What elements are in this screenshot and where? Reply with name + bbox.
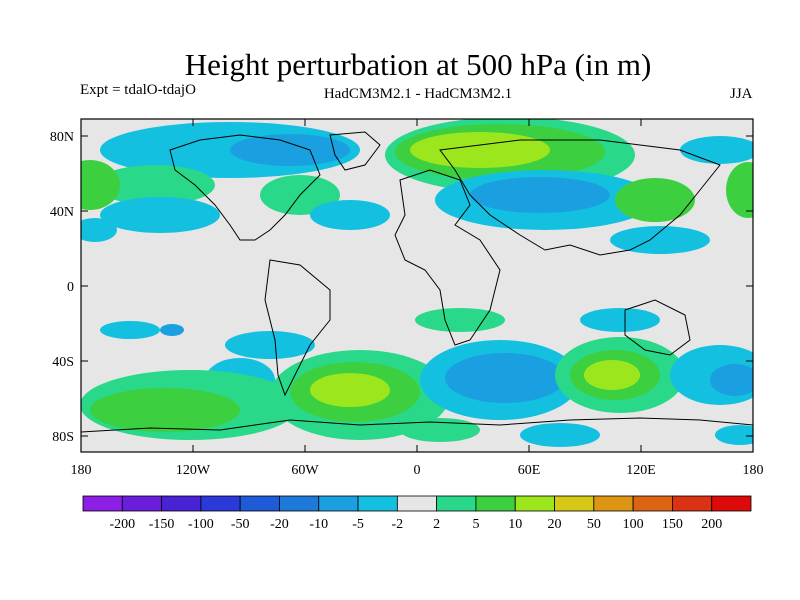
coast-asia	[439, 139, 721, 256]
models-label: HadCM3M2.1 - HadCM3M2.1	[323, 86, 513, 102]
colorbar-label: -20	[270, 517, 289, 532]
field-pos-sind-core	[584, 360, 640, 390]
experiment-label: Expt = tdalO-tdajO	[80, 82, 196, 98]
coast-south-america	[264, 259, 331, 397]
figure-title: Height perturbation at 500 hPa (in m)	[184, 47, 652, 82]
field-neg-se-pacific-2	[160, 324, 184, 336]
colorbar-label: -200	[109, 517, 135, 532]
colorbar-label: -10	[309, 517, 328, 532]
colorbar-swatch	[514, 495, 555, 512]
colorbar-swatch	[239, 495, 280, 512]
colorbar-label: 10	[508, 517, 522, 532]
lat-tick-label: 80S	[52, 430, 74, 445]
field-neg-se-pacific	[100, 321, 160, 339]
colorbar-label: -5	[352, 517, 364, 532]
colorbar-swatch	[357, 495, 398, 512]
field-pos-south-edge-3	[400, 418, 480, 442]
field-neg-wpacific	[610, 226, 710, 254]
colorbar-swatch	[632, 495, 673, 512]
colorbar-swatch	[593, 495, 634, 512]
field-pos-satl-core	[310, 373, 390, 407]
lat-tick-label: 80N	[50, 130, 74, 145]
colorbar-swatch	[318, 495, 359, 512]
lat-tick-label: 40N	[50, 205, 74, 220]
lon-tick-label: 180	[71, 463, 92, 478]
colorbar-swatch	[436, 495, 477, 512]
field-neg-atl-2	[310, 200, 390, 230]
colorbar-swatch	[672, 495, 713, 512]
coast-greenland	[329, 131, 381, 171]
lat-tick-label: 40S	[52, 355, 74, 370]
field-pos-spac-mid	[90, 388, 240, 432]
lon-tick-label: 180	[743, 463, 764, 478]
coast-north-america	[169, 134, 321, 241]
colorbar-swatch	[161, 495, 202, 512]
lon-tick-label: 0	[414, 463, 421, 478]
colorbar-label: 50	[587, 517, 601, 532]
field-pos-eurasia-core	[410, 132, 550, 168]
colorbar-label: 2	[433, 517, 440, 532]
colorbar-swatch	[279, 495, 320, 512]
colorbar-label: 150	[662, 517, 683, 532]
field-pos-japan	[615, 178, 695, 222]
lat-tick-label: 0	[67, 280, 74, 295]
lon-tick-label: 120W	[176, 463, 211, 478]
field-pos-west-edge	[81, 160, 120, 210]
colorbar-label: -2	[392, 517, 404, 532]
colorbar-label: -100	[188, 517, 214, 532]
lon-tick-label: 120E	[626, 463, 656, 478]
lon-tick-label: 60E	[518, 463, 541, 478]
colorbar-swatch	[121, 495, 162, 512]
colorbar-label: 5	[472, 517, 479, 532]
colorbar-label: 20	[548, 517, 562, 532]
lon-tick-label: 60W	[291, 463, 319, 478]
field-neg-npac-east	[680, 136, 753, 164]
field-neg-ind-mid	[445, 353, 565, 403]
field-neg-west-edge	[81, 218, 117, 242]
field-neg-nam-core	[230, 134, 350, 166]
lon-ticks: 180 120W 60W 0 60E 120E 180	[71, 119, 764, 478]
colorbar-swatch	[82, 495, 123, 512]
field-neg-south-edge-1	[520, 423, 600, 447]
coast-europe-africa	[394, 169, 501, 346]
coast-australia	[624, 299, 691, 356]
season-label: JJA	[730, 86, 753, 102]
field-neg-south-edge-2	[715, 425, 753, 445]
field-pos-s-atlantic	[415, 308, 505, 332]
colorbar-label: 200	[701, 517, 722, 532]
colorbar: -200 -150 -100 -50 -20 -10 -5 -2 2 5 10 20 50 100 150 2…	[82, 495, 752, 532]
field-neg-indian-tropics	[580, 308, 660, 332]
coast-antarctica	[81, 417, 753, 433]
field-neg-pacific-2	[100, 197, 220, 233]
colorbar-swatch	[396, 495, 438, 512]
colorbar-swatch	[554, 495, 595, 512]
colorbar-swatch	[711, 495, 752, 512]
lat-ticks: 80N 40N 0 40S 80S	[50, 130, 753, 445]
field-neg-spac-outer	[225, 331, 315, 359]
field-neg-asia-core	[470, 177, 610, 213]
colorbar-label: -150	[149, 517, 175, 532]
colorbar-swatch	[200, 495, 241, 512]
colorbar-swatch	[475, 495, 516, 512]
coastlines	[81, 131, 753, 433]
field-pos-pacific-1	[95, 165, 215, 205]
field-pos-east-edge	[726, 162, 753, 218]
field-neg-swpac-core	[710, 364, 753, 396]
colorbar-label: -50	[231, 517, 250, 532]
colorbar-label: 100	[623, 517, 644, 532]
